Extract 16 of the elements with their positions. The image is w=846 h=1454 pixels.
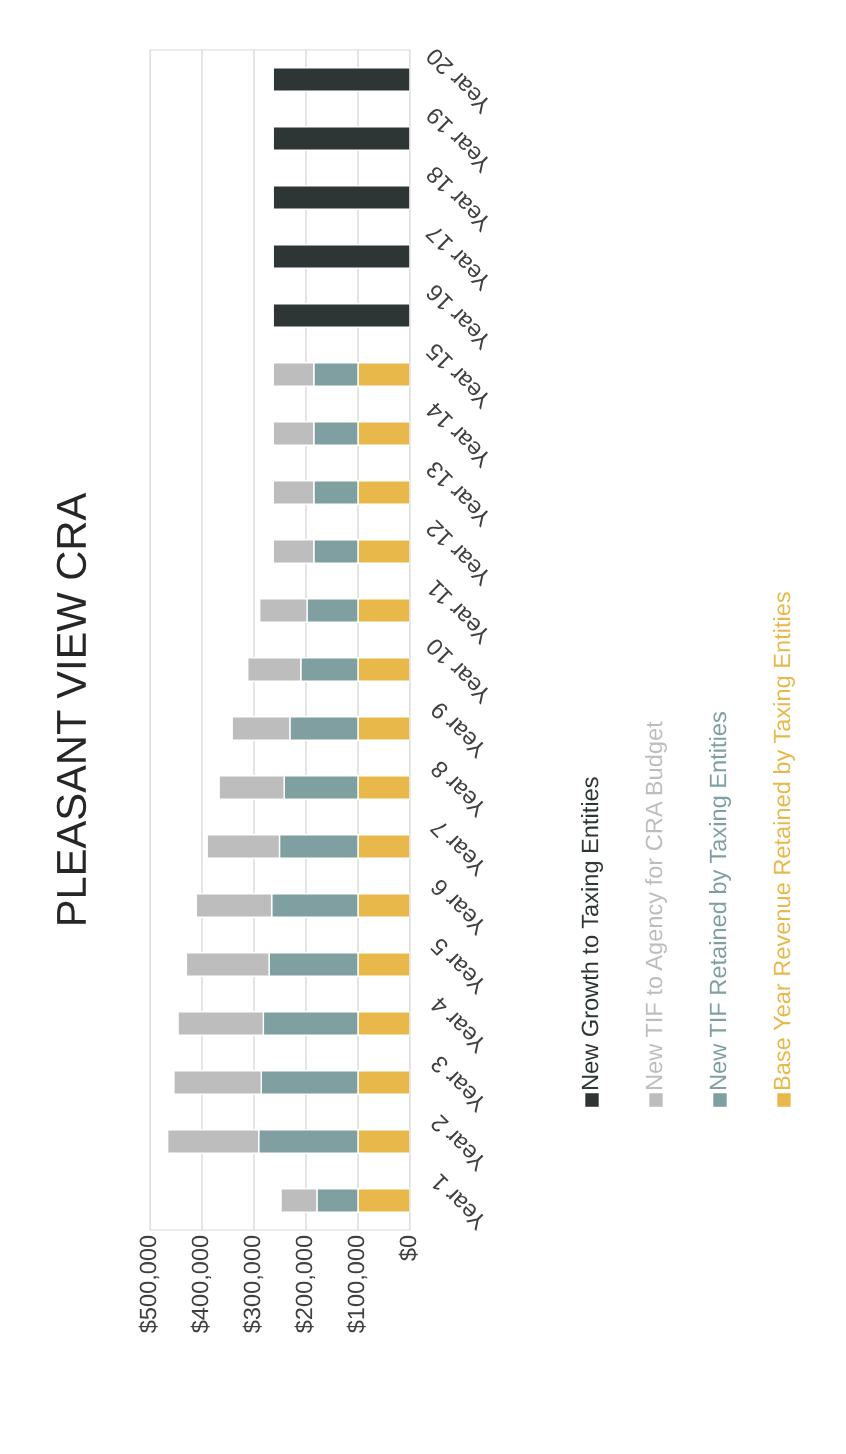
x-tick-label: $400,000: [190, 1235, 212, 1334]
bar: [272, 126, 410, 151]
bar: [272, 244, 410, 269]
bar: [272, 185, 410, 210]
bar: [272, 67, 410, 92]
x-tick-label: $500,000: [138, 1235, 160, 1334]
x-tick-label: $200,000: [294, 1235, 316, 1334]
x-tick-label: $100,000: [346, 1235, 368, 1334]
text: New Growth to Taxing Entities: [580, 777, 604, 1090]
x-tick-label: $0: [398, 1235, 418, 1261]
text: New TIF Retained by Taxing Entities: [708, 712, 732, 1090]
text: PLEASANT VIEW CRA: [56, 492, 87, 924]
bar: [272, 303, 410, 328]
text: New TIF to Agency for CRA Budget: [644, 721, 668, 1090]
text: Base Year Revenue Retained by Taxing Entities: [772, 592, 796, 1090]
x-tick-label: $300,000: [242, 1235, 264, 1334]
